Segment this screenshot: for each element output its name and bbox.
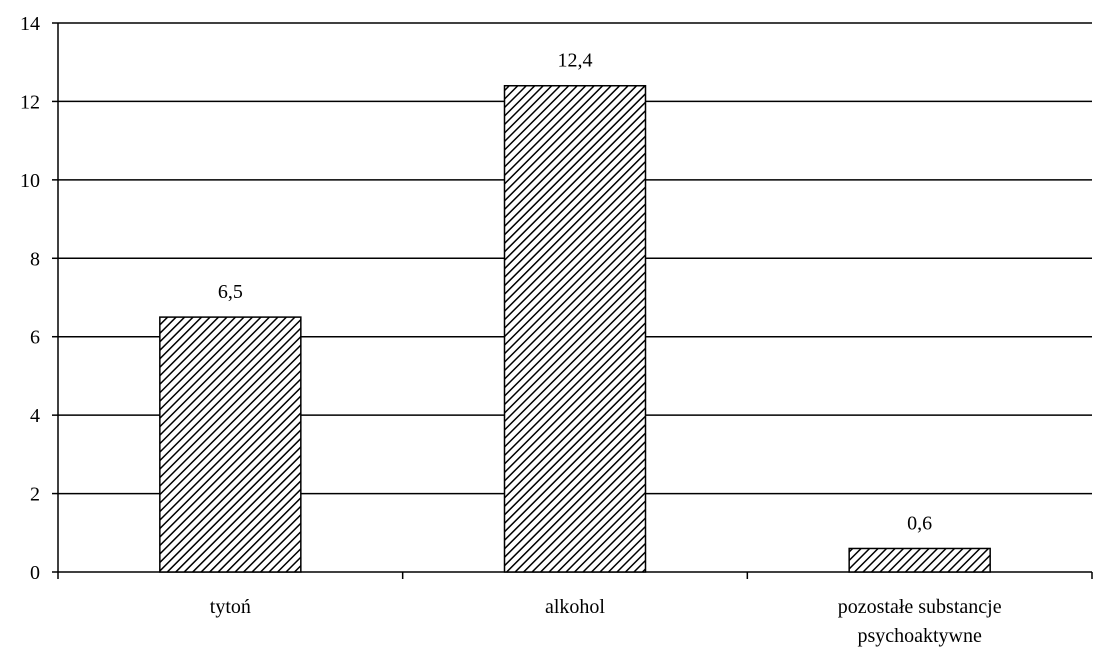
bar-1 bbox=[503, 84, 647, 573]
bar-2 bbox=[848, 547, 991, 573]
category-label-2-line-0: pozostałe substancje bbox=[838, 596, 1002, 618]
category-label-0: tytoń bbox=[210, 596, 251, 618]
data-label-2: 0,6 bbox=[907, 512, 932, 534]
y-tick-label: 2 bbox=[30, 484, 40, 506]
data-label-0: 6,5 bbox=[218, 281, 243, 303]
bar-0 bbox=[159, 316, 302, 573]
bars bbox=[159, 84, 991, 573]
y-tick-label: 6 bbox=[30, 327, 40, 349]
category-label-2-line-1: psychoaktywne bbox=[857, 625, 982, 647]
y-tick-label: 10 bbox=[20, 170, 40, 192]
y-tick-label: 8 bbox=[30, 248, 40, 270]
data-label-1: 12,4 bbox=[558, 50, 593, 72]
category-label-1: alkohol bbox=[545, 596, 605, 618]
y-tick-label: 14 bbox=[20, 13, 40, 35]
y-tick-label: 0 bbox=[30, 562, 40, 584]
y-tick-label: 12 bbox=[20, 91, 40, 113]
y-tick-label: 4 bbox=[30, 405, 40, 427]
labels: 0 2 4 6 8 10 12 14 6,5 tytoń 12,4 alkohol 0,6 pozosta… bbox=[20, 13, 1002, 647]
